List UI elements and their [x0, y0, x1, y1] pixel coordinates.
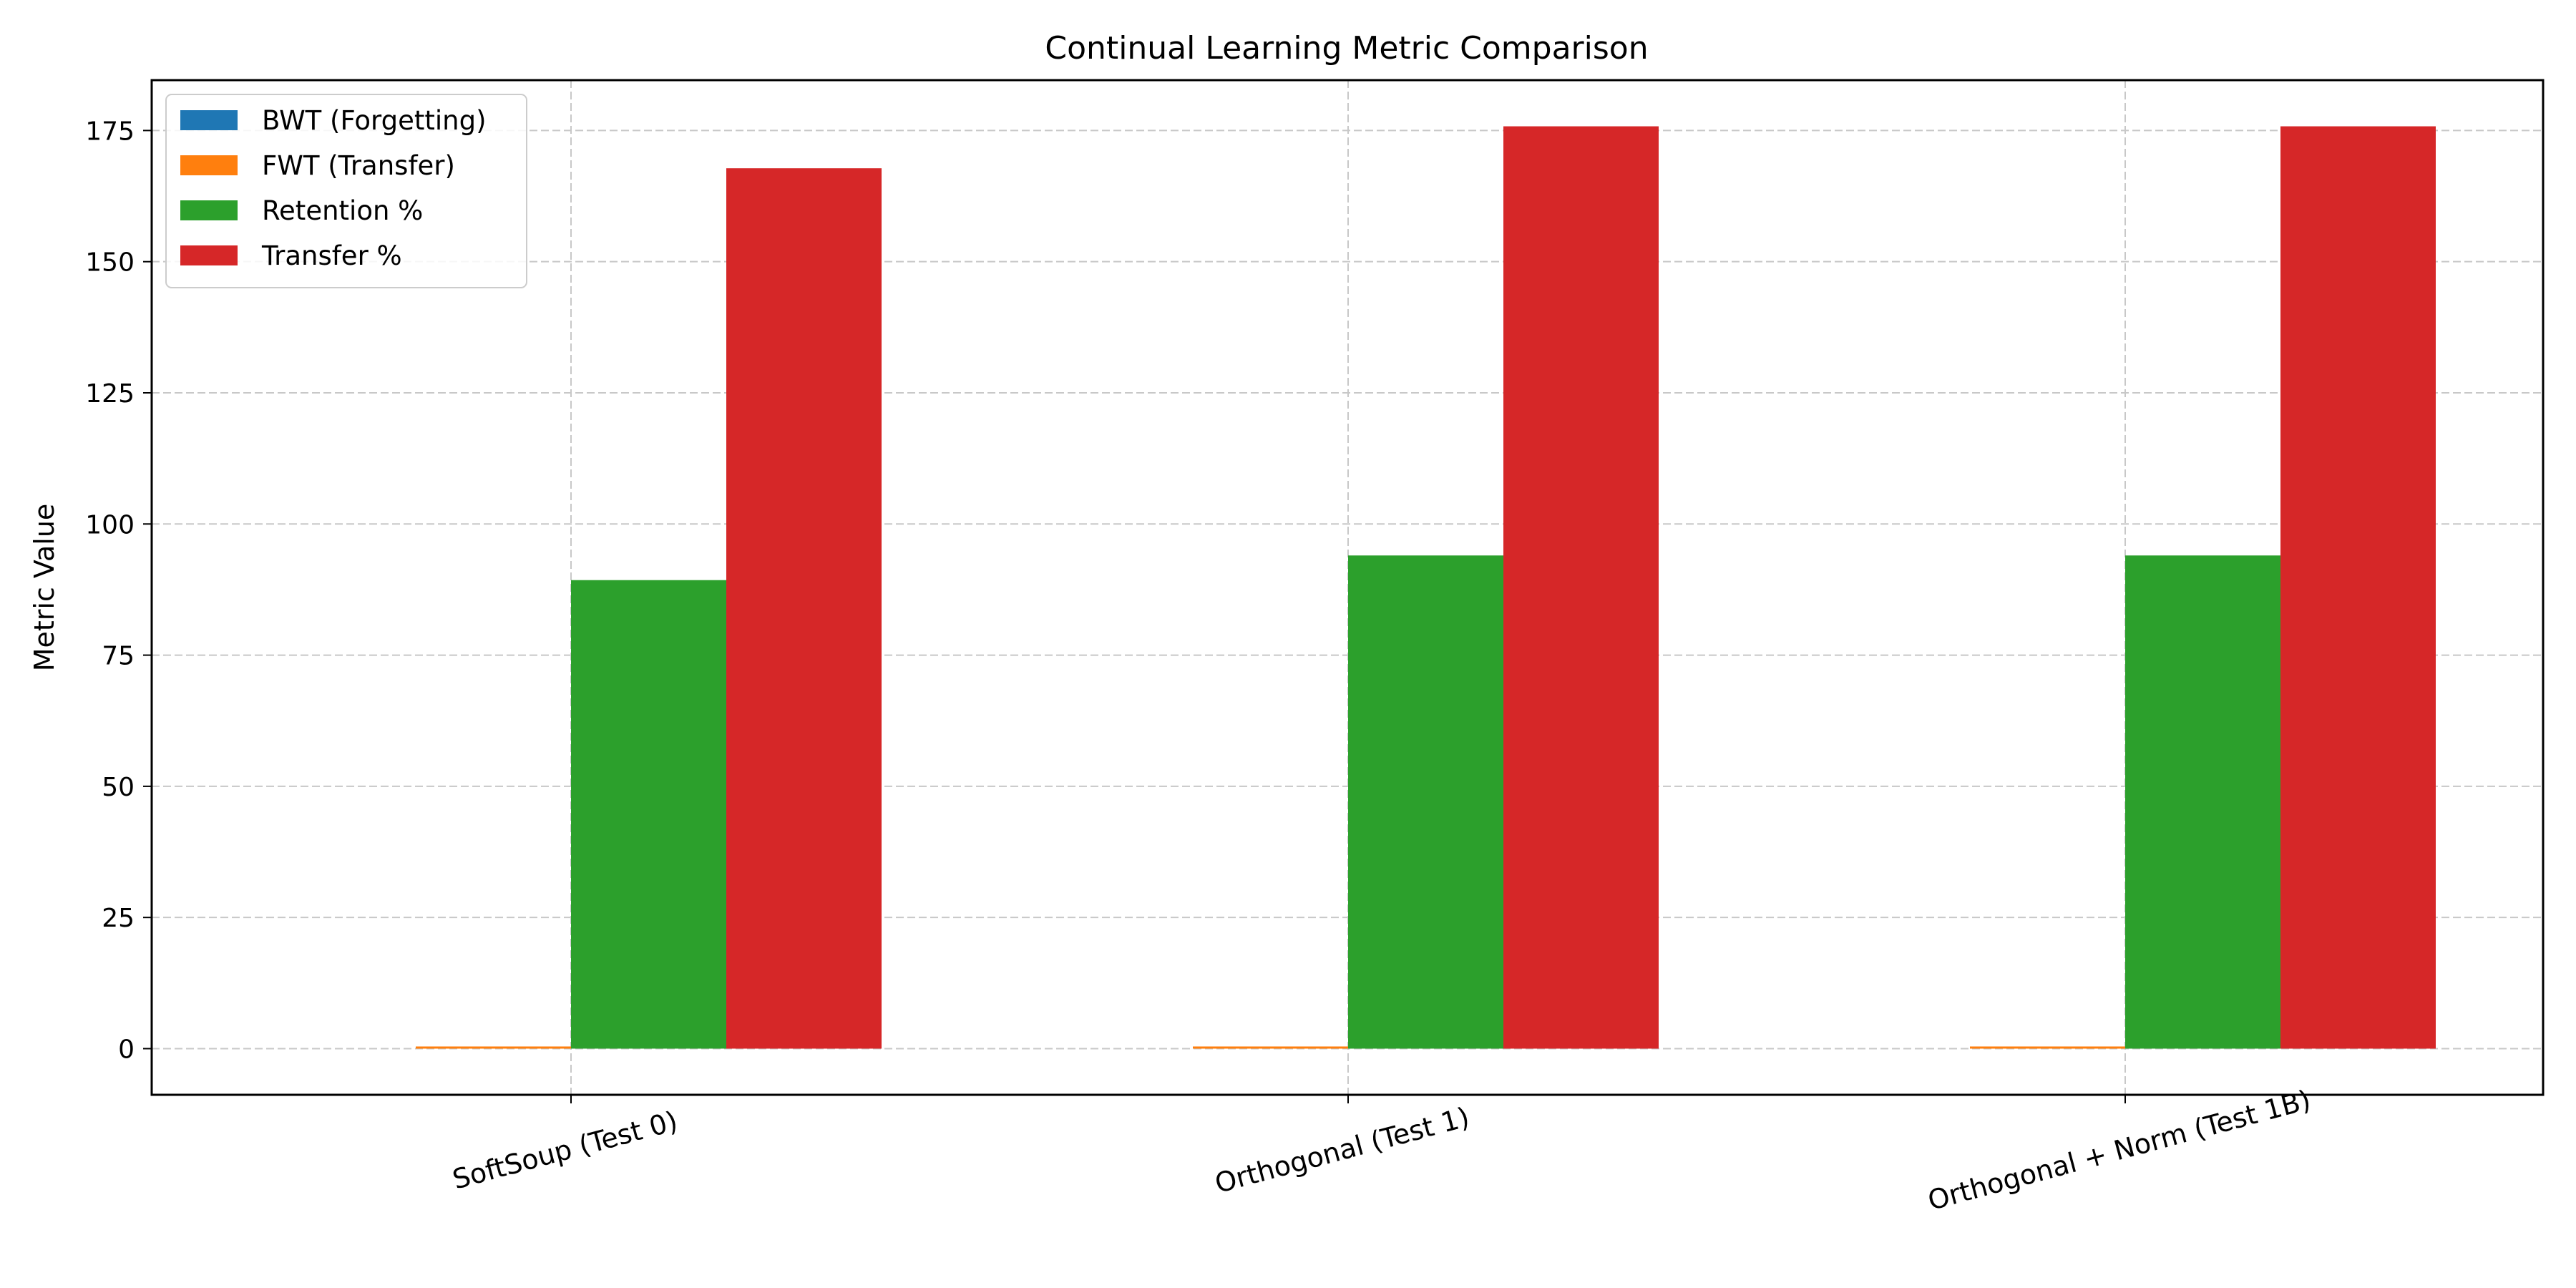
bar-2-2: [2125, 555, 2280, 1049]
y-tick-label: 75: [102, 642, 135, 671]
bar-1-2: [1970, 1046, 2125, 1049]
y-tick-label: 125: [85, 379, 135, 409]
y-axis: 0 25 50 75 100 125 150 175: [85, 117, 152, 1064]
y-tick-label: 100: [85, 510, 135, 540]
legend-swatch: [180, 245, 238, 265]
y-tick-label: 50: [102, 773, 135, 802]
y-tick-label: 25: [102, 904, 135, 933]
y-tick-label: 0: [118, 1035, 135, 1064]
bar-1-1: [1193, 1046, 1348, 1049]
legend: BWT (Forgetting) FWT (Transfer) Retention …: [165, 94, 527, 288]
y-tick-label: 175: [85, 117, 135, 146]
legend-box: [165, 94, 527, 288]
legend-swatch: [180, 200, 238, 220]
y-axis-label: Metric Value: [29, 504, 60, 672]
legend-label: FWT (Transfer): [262, 150, 455, 181]
chart-title: Continual Learning Metric Comparison: [1045, 30, 1648, 67]
bar-2-0: [571, 580, 726, 1049]
legend-swatch: [180, 110, 238, 130]
bars: [416, 126, 2436, 1049]
legend-label: BWT (Forgetting): [262, 105, 487, 136]
legend-label: Transfer %: [261, 240, 402, 271]
legend-swatch: [180, 155, 238, 175]
bar-3-0: [726, 168, 882, 1049]
bar-2-1: [1348, 555, 1503, 1049]
bar-3-1: [1503, 126, 1659, 1049]
legend-label: Retention %: [262, 195, 423, 226]
y-tick-label: 150: [85, 248, 135, 278]
bar-3-2: [2280, 126, 2436, 1049]
bar-1-0: [416, 1046, 571, 1049]
